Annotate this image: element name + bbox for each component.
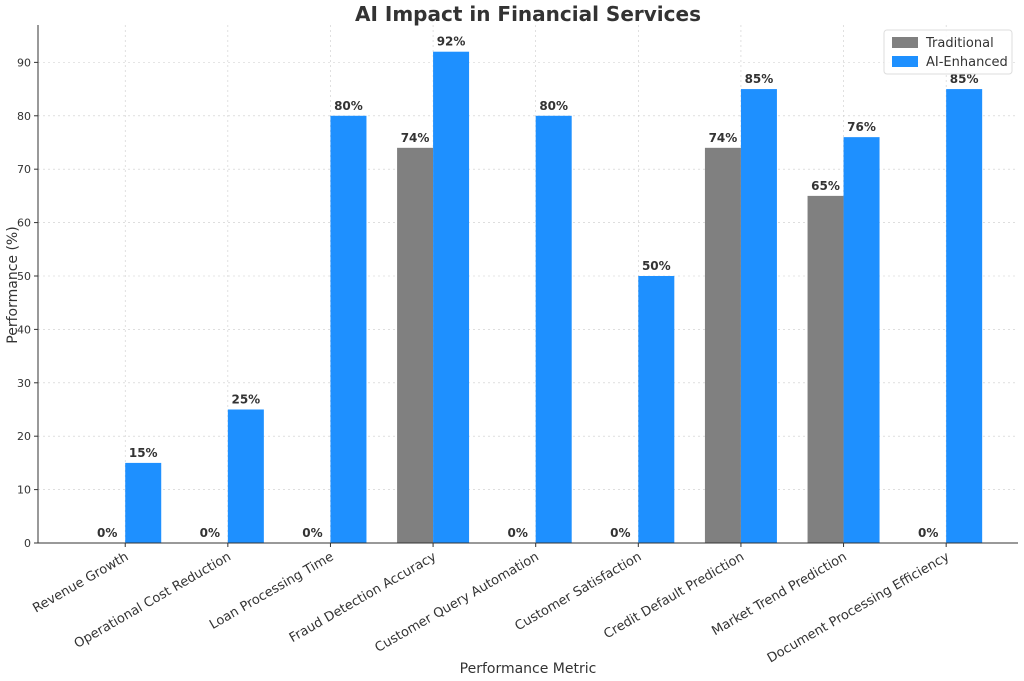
x-tick-label: Customer Query Automation (373, 549, 542, 655)
y-tick-label: 70 (17, 163, 31, 176)
bar-ai-enhanced (433, 51, 470, 544)
data-label: 76% (847, 120, 876, 134)
data-label: 0% (97, 526, 117, 540)
data-label: 85% (950, 72, 979, 86)
bars-layer (125, 51, 983, 544)
data-label: 74% (709, 131, 738, 145)
legend-label: AI-Enhanced (926, 55, 1008, 70)
y-tick-label: 20 (17, 430, 31, 443)
x-tick-label: Document Processing Efficiency (765, 549, 953, 666)
data-label: 0% (918, 526, 938, 540)
data-label: 0% (508, 526, 528, 540)
y-tick-label: 0 (24, 537, 31, 550)
y-tick-label: 40 (17, 323, 31, 336)
y-tick-label: 80 (17, 110, 31, 123)
data-label: 0% (302, 526, 322, 540)
y-tick-label: 90 (17, 56, 31, 69)
legend-swatch (892, 56, 918, 67)
data-label: 74% (401, 131, 430, 145)
data-label: 25% (231, 392, 260, 406)
data-label: 65% (811, 179, 840, 193)
data-label: 80% (334, 99, 363, 113)
y-axis-label: Performance (%) (5, 226, 21, 343)
bar-ai-enhanced (227, 409, 264, 543)
y-tick-label: 10 (17, 484, 31, 497)
legend-swatch (892, 37, 918, 48)
data-label: 15% (129, 446, 158, 460)
bar-ai-enhanced (535, 115, 572, 543)
data-label: 92% (437, 35, 466, 49)
bar-ai-enhanced (946, 89, 983, 544)
bar-ai-enhanced (740, 89, 777, 544)
y-tick-label: 50 (17, 270, 31, 283)
data-label: 50% (642, 259, 671, 273)
y-tick-label: 30 (17, 377, 31, 390)
data-label: 0% (200, 526, 220, 540)
legend: Traditional AI-Enhanced (883, 29, 1013, 75)
x-axis-label: Performance Metric (460, 661, 597, 677)
data-label: 85% (745, 72, 774, 86)
bar-traditional (807, 195, 844, 543)
legend-label: Traditional (925, 36, 994, 51)
chart-title: AI Impact in Financial Services (355, 2, 701, 26)
data-label: 80% (539, 99, 568, 113)
data-label: 0% (610, 526, 630, 540)
x-tick-label: Revenue Growth (30, 549, 131, 616)
bar-ai-enhanced (843, 137, 880, 543)
bar-ai-enhanced (638, 275, 675, 543)
y-tick-label: 60 (17, 217, 31, 230)
bar-traditional (397, 147, 434, 543)
bar-traditional (704, 147, 741, 543)
bar-ai-enhanced (330, 115, 367, 543)
bar-ai-enhanced (125, 462, 162, 543)
data-labels-layer: 0% 0% 0% 74% 0% 0% 74% 65% 0% 15% 25% 80% 92% 80% 50% 8… (97, 35, 978, 540)
